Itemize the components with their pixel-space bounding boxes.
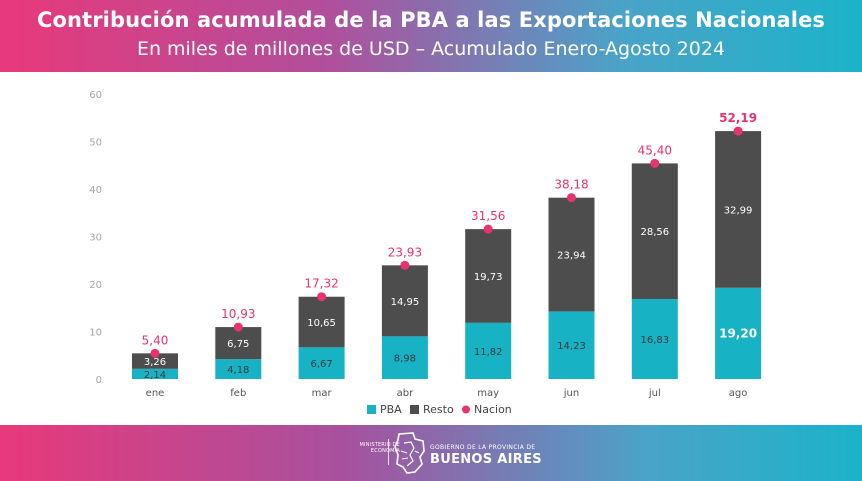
data-label-nacion: 17,32	[304, 277, 338, 291]
data-label-nacion: 23,93	[388, 245, 422, 259]
x-tick-label: may	[477, 388, 499, 399]
data-label-resto: 6,75	[227, 339, 249, 350]
data-label-pba: 8,98	[394, 354, 416, 365]
footer-divider	[388, 439, 389, 465]
bar-resto	[715, 131, 762, 288]
bar-pba	[132, 368, 178, 379]
data-label-resto: 3,26	[144, 357, 166, 368]
y-tick-label: 10	[89, 328, 102, 339]
y-tick-label: 50	[89, 138, 102, 149]
point-nacion	[650, 158, 660, 168]
gov-line-1: GOBIERNO DE LA PROVINCIA DE	[430, 444, 536, 451]
data-label-nacion: 52,19	[719, 111, 757, 125]
data-label-pba: 2,14	[144, 370, 166, 381]
bar-pba	[631, 299, 678, 379]
data-label-nacion: 5,40	[142, 333, 169, 347]
data-label-pba: 14,23	[557, 341, 586, 352]
gov-line-2: BUENOS AIRES	[430, 452, 542, 467]
data-label-resto: 14,95	[391, 297, 420, 308]
data-label-resto: 19,73	[474, 272, 503, 283]
bar-resto	[381, 265, 428, 337]
chart-subtitle: En miles de millones de USD – Acumulado …	[136, 38, 726, 60]
legend-swatch-pba	[367, 405, 376, 414]
y-tick-label: 0	[96, 375, 102, 386]
header-banner: Contribución acumulada de la PBA a las E…	[0, 0, 862, 72]
data-label-resto: 23,94	[557, 251, 586, 262]
legend-label-resto: Resto	[423, 403, 454, 416]
y-tick-label: 20	[89, 280, 102, 291]
x-tick-label: mar	[312, 388, 333, 399]
point-nacion	[400, 260, 410, 270]
bar-pba	[465, 322, 512, 379]
legend-swatch-nacion	[462, 405, 470, 414]
bar-resto	[215, 327, 262, 360]
data-label-pba: 16,83	[640, 335, 669, 346]
data-label-pba: 11,82	[474, 347, 503, 358]
data-label-resto: 28,56	[640, 227, 669, 238]
bar-pba	[715, 287, 762, 379]
x-tick-label: jul	[648, 388, 661, 399]
x-tick-label: ene	[146, 388, 165, 399]
stacked-bar-chart: 0 10 20 30 40 50 60 2,14 3,26 ene 4,18 6,75 feb 6,67 1…	[89, 90, 762, 416]
legend-swatch-resto	[410, 405, 419, 414]
bar-pba	[298, 347, 345, 379]
point-nacion	[567, 193, 576, 203]
legend-label-pba: PBA	[380, 403, 402, 416]
y-tick-label: 60	[89, 90, 102, 101]
data-label-nacion: 31,56	[471, 209, 505, 223]
x-tick-label: feb	[230, 388, 246, 399]
data-label-resto: 10,65	[307, 318, 336, 329]
x-tick-label: ago	[729, 388, 748, 399]
x-tick-label: jun	[563, 388, 579, 399]
point-nacion	[233, 322, 243, 332]
point-nacion	[733, 126, 743, 136]
bar-resto	[631, 163, 678, 300]
data-label-pba: 19,20	[719, 326, 757, 340]
data-label-nacion: 38,18	[554, 178, 588, 192]
data-label-nacion: 45,40	[638, 143, 672, 157]
point-nacion	[150, 348, 160, 358]
ministry-label: MINISTERIO DE ECONOMÍA	[359, 442, 400, 454]
bar-resto	[132, 353, 178, 369]
data-label-pba: 6,67	[310, 359, 332, 370]
bar-resto	[298, 296, 345, 348]
data-label-pba: 4,18	[227, 365, 249, 376]
y-tick-label: 30	[89, 233, 102, 244]
footer-banner: MINISTERIO DE ECONOMÍA GOBIERNO DE LA PR…	[0, 425, 862, 481]
bar-pba	[215, 359, 262, 379]
x-tick-label: abr	[397, 388, 414, 399]
y-tick-label: 40	[89, 185, 102, 196]
point-nacion	[317, 292, 327, 302]
chart-title: Contribución acumulada de la PBA a las E…	[36, 8, 826, 32]
province-map-icon	[394, 432, 425, 474]
point-nacion	[483, 224, 493, 234]
data-label-resto: 32,99	[724, 205, 753, 216]
data-label-nacion: 10,93	[221, 307, 255, 321]
bar-pba	[381, 336, 428, 379]
bar-pba	[548, 311, 595, 379]
legend-label-nacion: Nacion	[474, 403, 512, 416]
bar-resto	[465, 229, 512, 323]
bar-resto	[548, 197, 595, 312]
